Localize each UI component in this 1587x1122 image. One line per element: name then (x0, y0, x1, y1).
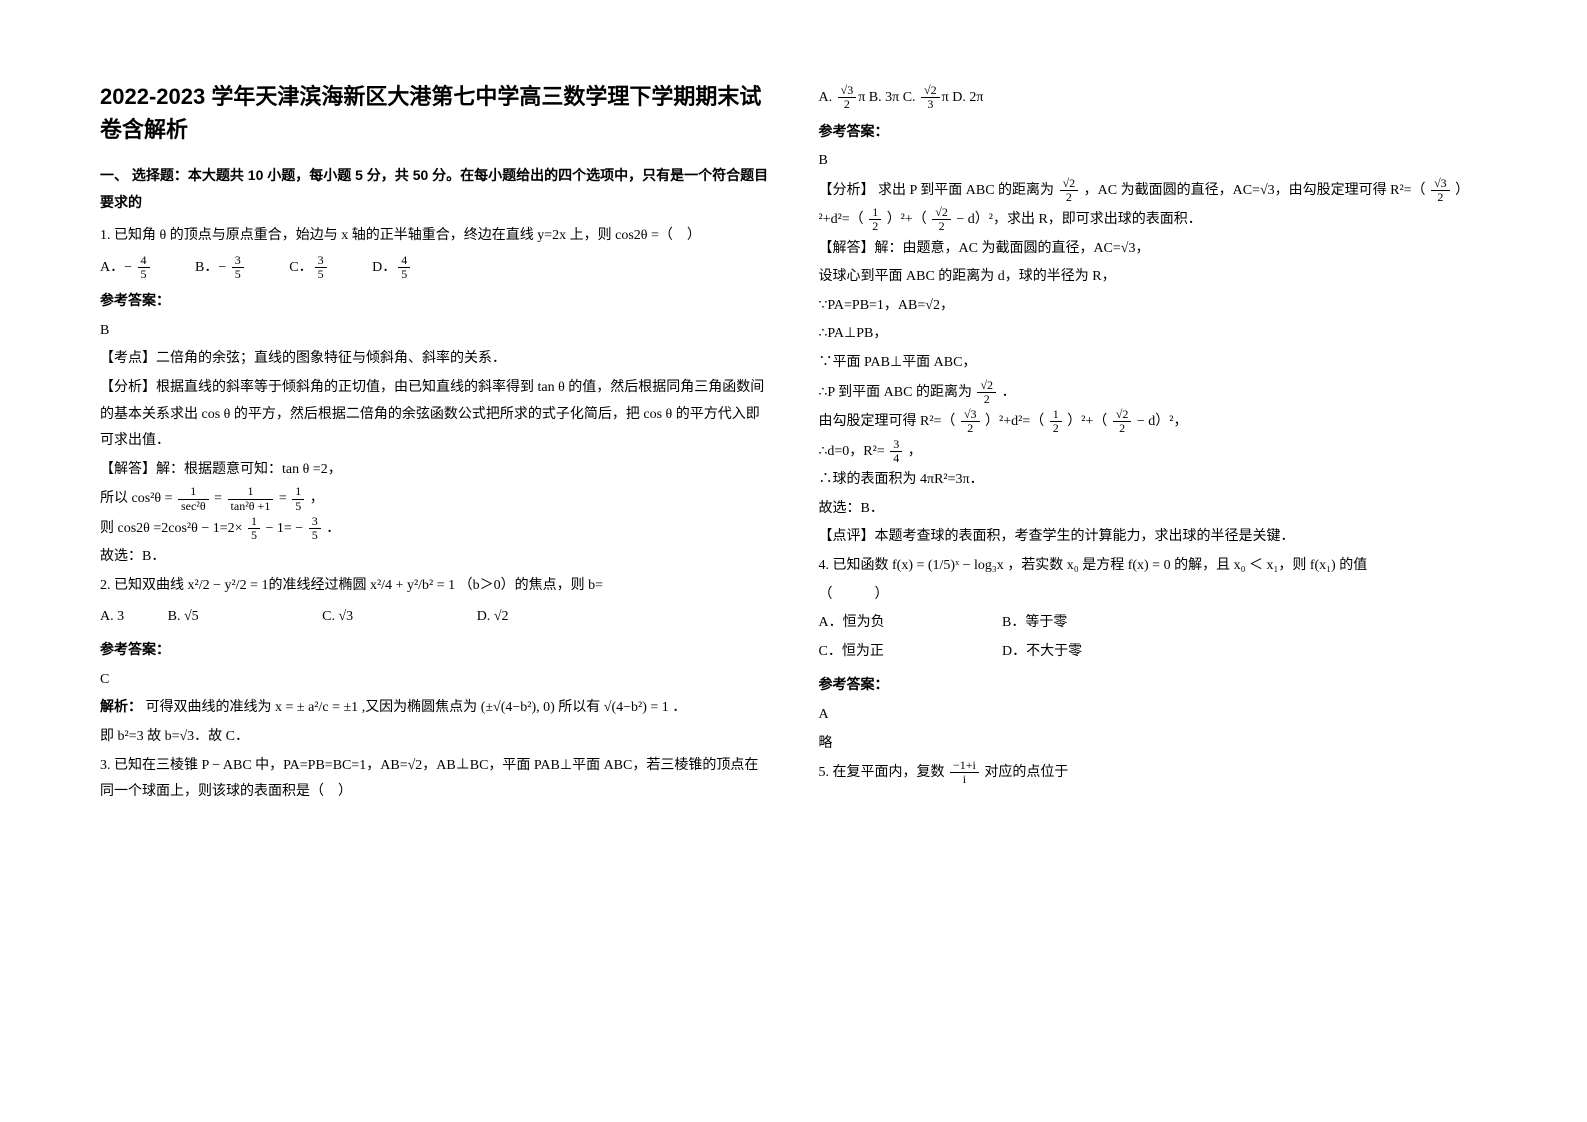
q1-jieda-l4: 故选：B． (100, 544, 769, 571)
q3-opt-c: C. √23π (903, 90, 949, 105)
left-column: 2022-2023 学年天津滨海新区大港第七中学高三数学理下学期期末试卷含解析 … (100, 80, 769, 808)
q1-answer: B (100, 318, 769, 345)
q1-options: A．− 45 B．− 35 C．35 D．45 (100, 254, 769, 282)
q1-jieda-l3: 则 cos2θ =2cos²θ − 1=2× 15 − 1= − 35 ． (100, 515, 769, 543)
q3-jieda-l6: ∴P 到平面 ABC 的距离为 √22 ． (819, 379, 1488, 407)
q2-jiexi-l1: 解析： 可得双曲线的准线为 x = ± a²/c = ±1 ,又因为椭圆焦点为 … (100, 695, 769, 722)
q3-jieda-l3: ∵PA=PB=1，AB=√2， (819, 293, 1488, 320)
q1-kaodian: 【考点】二倍角的余弦；直线的图象特征与倾斜角、斜率的关系． (100, 346, 769, 373)
q3-opt-a: A. √32π (819, 90, 866, 105)
q3-jieda-l5: ∵平面 PAB⊥平面 ABC， (819, 350, 1488, 377)
q1-jieda-l2: 所以 cos²θ = 1sec²θ = 1tan²θ +1 = 15 ， (100, 485, 769, 513)
q1-stem: 1. 已知角 θ 的顶点与原点重合，始边与 x 轴的正半轴重合，终边在直线 y=… (100, 223, 769, 250)
q3-jieda-l7: 由勾股定理可得 R²=（ √32 ）²+d²=（ 12 ）²+（ √22 − d… (819, 408, 1488, 436)
exam-title: 2022-2023 学年天津滨海新区大港第七中学高三数学理下学期期末试卷含解析 (100, 80, 769, 146)
q2-opt-a: A. 3 (100, 604, 124, 631)
q3-fenxi: 【分析】 求出 P 到平面 ABC 的距离为 √22 ，AC 为截面圆的直径，A… (819, 177, 1488, 205)
q3-jieda-l9: ∴球的表面积为 4πR²=3π． (819, 467, 1488, 494)
q3-opt-b: B. 3π (869, 90, 899, 105)
q3-jieda-l2: 设球心到平面 ABC 的距离为 d，球的半径为 R， (819, 264, 1488, 291)
q5-stem: 5. 在复平面内，复数 −1+ii 对应的点位于 (819, 759, 1488, 787)
q4-opt-a: A．恒为负 (819, 610, 999, 637)
q4-opts-row1: A．恒为负 B．等于零 (819, 610, 1488, 637)
q2-options: A. 3 B. √5 C. √3 D. √2 (100, 604, 769, 631)
right-column: A. √32π B. 3π C. √23π D. 2π 参考答案： B 【分析】… (819, 80, 1488, 808)
q2-opt-d: D. √2 (477, 604, 509, 631)
q2-answer-label: 参考答案： (100, 636, 769, 663)
q2-stem: 2. 已知双曲线 x²/2 − y²/2 = 1的准线经过椭圆 x²/4 + y… (100, 573, 769, 600)
q4-stem-post: （ ） (819, 582, 1488, 609)
q3-fenxi-l2: ²+d²=（ 12 ）²+（ √22 − d）²，求出 R，即可求出球的表面积． (819, 206, 1488, 234)
q4-answer-label: 参考答案： (819, 671, 1488, 698)
q1-opt-d: D．45 (372, 254, 412, 282)
q4-opt-d: D．不大于零 (1002, 644, 1082, 659)
exam-page: 2022-2023 学年天津滨海新区大港第七中学高三数学理下学期期末试卷含解析 … (0, 0, 1587, 848)
q4-opt-c: C．恒为正 (819, 639, 999, 666)
q4-opts-row2: C．恒为正 D．不大于零 (819, 639, 1488, 666)
q4-lve: 略 (819, 731, 1488, 758)
q1-jieda-l1: 【解答】解：根据题意可知：tan θ =2， (100, 457, 769, 484)
q3-jieda-l8: ∴d=0，R²= 34 ， (819, 438, 1488, 466)
q1-opt-a: A．− 45 (100, 254, 152, 282)
q3-stem: 3. 已知在三棱锥 P − ABC 中，PA=PB=BC=1，AB=√2，AB⊥… (100, 753, 769, 806)
q3-dianping: 【点评】本题考查球的表面积，考查学生的计算能力，求出球的半径是关键． (819, 524, 1488, 551)
q1-opt-b: B．− 35 (195, 254, 246, 282)
q3-answer-label: 参考答案： (819, 118, 1488, 145)
q2-jiexi-l2: 即 b²=3 故 b=√3．故 C． (100, 724, 769, 751)
q3-jieda-l4: ∴PA⊥PB， (819, 321, 1488, 348)
q4-opt-b: B．等于零 (1002, 615, 1067, 630)
q3-jieda-l1: 【解答】解：由题意，AC 为截面圆的直径，AC=√3， (819, 236, 1488, 263)
q1-opt-c: C．35 (289, 254, 328, 282)
q3-options: A. √32π B. 3π C. √23π D. 2π (819, 84, 1488, 112)
q2-opt-c: C. √3 (322, 604, 353, 631)
q2-answer: C (100, 667, 769, 694)
q3-jieda-l10: 故选：B． (819, 496, 1488, 523)
section-1-header: 一、 选择题：本大题共 10 小题，每小题 5 分，共 50 分。在每小题给出的… (100, 162, 769, 215)
q1-answer-label: 参考答案： (100, 287, 769, 314)
q4-stem: 4. 已知函数 f(x) = (1/5)ˣ − log₃x ，若实数 x₀ 是方… (819, 553, 1488, 580)
q3-opt-d: D. 2π (952, 90, 983, 105)
q1-fenxi: 【分析】根据直线的斜率等于倾斜角的正切值，由已知直线的斜率得到 tan θ 的值… (100, 375, 769, 455)
q2-opt-b: B. √5 (168, 604, 199, 631)
q3-answer: B (819, 148, 1488, 175)
q4-answer: A (819, 702, 1488, 729)
